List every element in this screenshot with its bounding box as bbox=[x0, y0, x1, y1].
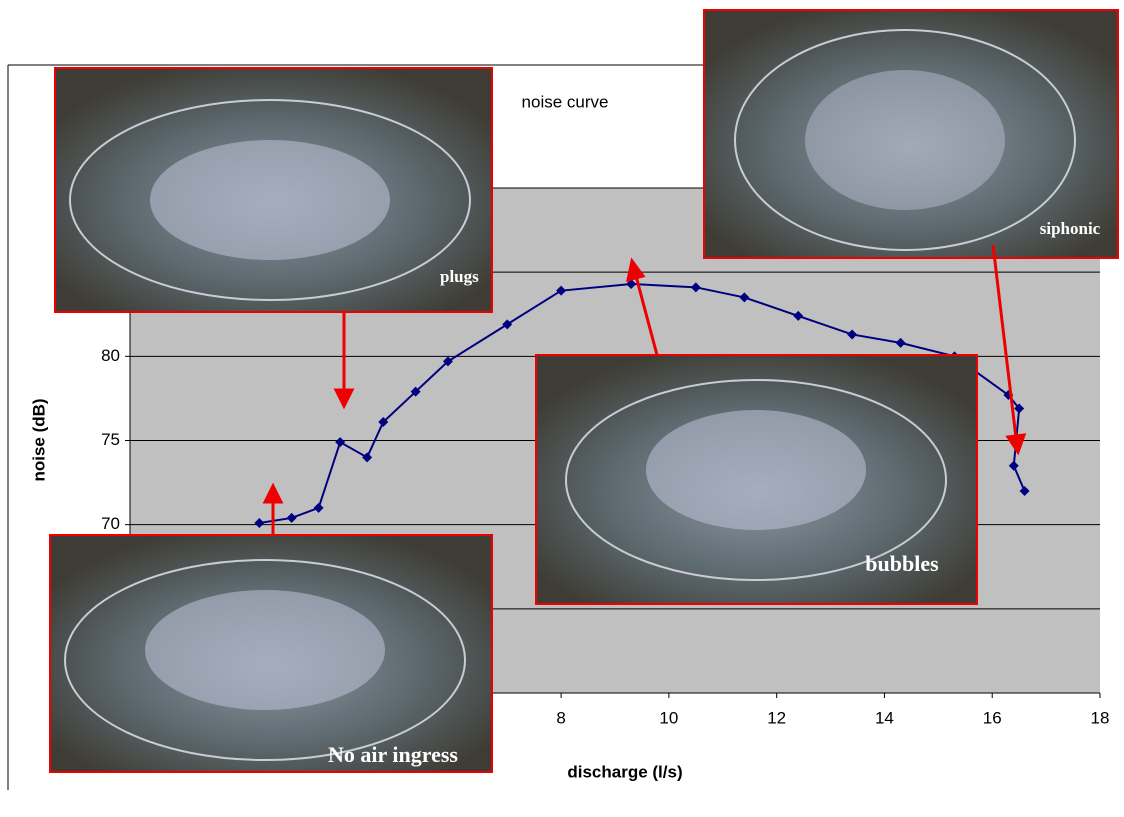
data-point bbox=[286, 512, 297, 523]
photo-siphonic: siphonic bbox=[703, 9, 1119, 259]
data-point bbox=[1014, 403, 1025, 414]
data-point bbox=[895, 337, 906, 348]
data-point bbox=[847, 329, 858, 340]
data-point bbox=[556, 285, 567, 296]
x-axis-label: discharge (l/s) bbox=[567, 762, 682, 781]
y-axis-label: noise (dB) bbox=[29, 398, 48, 481]
data-point bbox=[335, 437, 346, 448]
chart-title: noise curve bbox=[522, 92, 609, 111]
data-point bbox=[1019, 486, 1030, 496]
x-tick-label: 18 bbox=[1091, 708, 1110, 727]
photo-plugs: plugs bbox=[54, 67, 493, 313]
data-point bbox=[313, 502, 324, 513]
data-point bbox=[410, 386, 421, 397]
data-point bbox=[254, 517, 265, 528]
data-point bbox=[362, 452, 373, 463]
annotation: plugs bbox=[440, 267, 479, 286]
data-point bbox=[626, 278, 637, 289]
annotation: siphonic bbox=[1040, 219, 1101, 238]
data-point bbox=[793, 310, 804, 321]
data-point bbox=[739, 292, 750, 303]
x-tick-label: 8 bbox=[556, 708, 565, 727]
x-tick-label: 16 bbox=[983, 708, 1002, 727]
x-tick-label: 14 bbox=[875, 708, 894, 727]
data-point bbox=[502, 319, 513, 330]
x-tick-label: 10 bbox=[659, 708, 678, 727]
arrows bbox=[262, 244, 1027, 535]
y-tick-label: 70 bbox=[101, 514, 120, 533]
data-point bbox=[1008, 460, 1019, 471]
data-point bbox=[378, 416, 389, 427]
y-tick-label: 75 bbox=[101, 430, 120, 449]
y-tick-label: 80 bbox=[101, 346, 120, 365]
data-point bbox=[690, 282, 701, 293]
annotation: No air ingress bbox=[328, 742, 458, 767]
photo-no-air: No air ingress bbox=[49, 534, 493, 773]
x-tick-label: 12 bbox=[767, 708, 786, 727]
annotation: bubbles bbox=[865, 551, 939, 576]
data-point bbox=[442, 356, 453, 367]
photo-bubbles: bubbles bbox=[535, 354, 978, 605]
